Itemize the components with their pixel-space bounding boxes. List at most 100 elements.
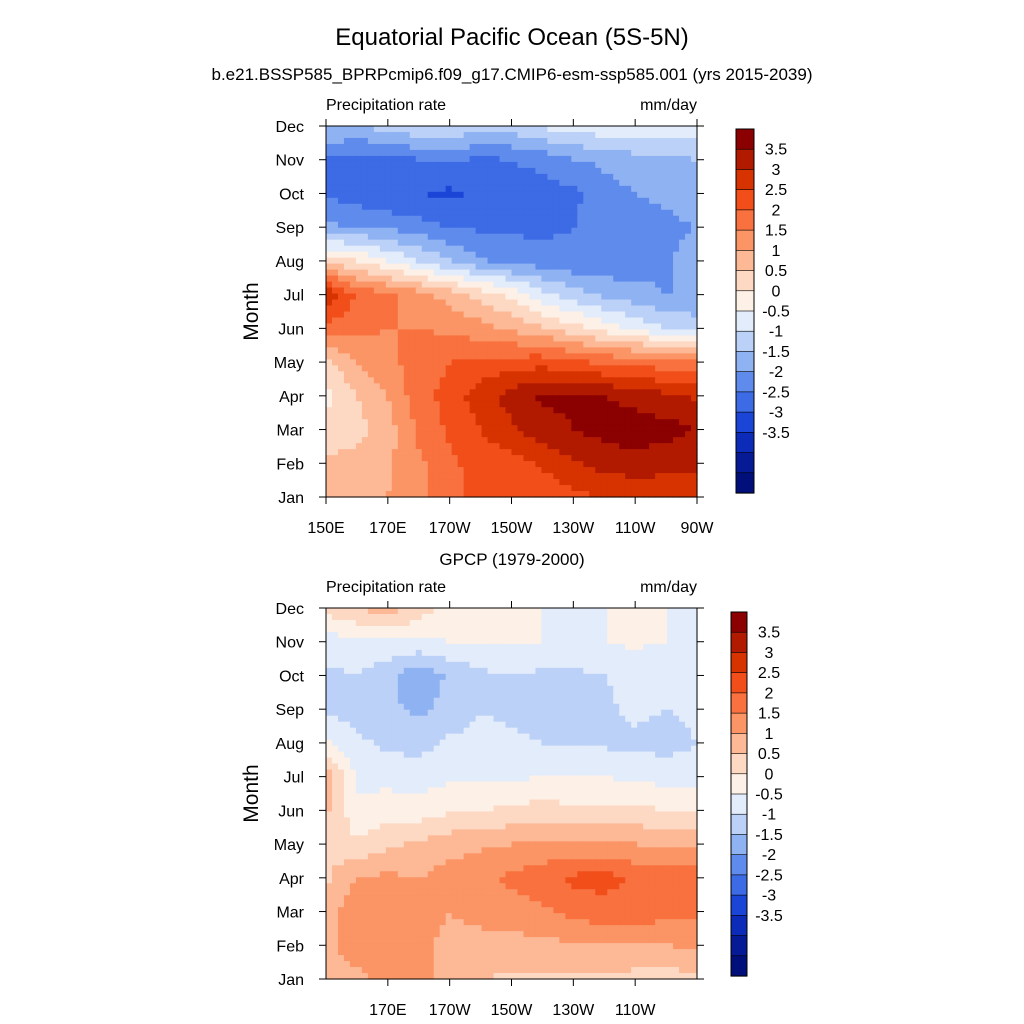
contour-cell bbox=[619, 437, 626, 444]
contour-cell bbox=[326, 161, 333, 169]
contour-cell bbox=[475, 407, 483, 414]
contour-cell bbox=[433, 203, 441, 211]
contour-cell bbox=[559, 323, 566, 331]
contour-cell bbox=[361, 323, 369, 331]
contour-cell bbox=[595, 473, 602, 480]
contour-cell bbox=[511, 467, 519, 474]
contour-cell bbox=[625, 673, 632, 681]
contour-cell bbox=[601, 287, 608, 295]
contour-cell bbox=[511, 257, 519, 265]
contour-cell bbox=[667, 383, 674, 390]
contour-cell bbox=[691, 209, 698, 217]
contour-cell bbox=[469, 443, 477, 450]
contour-cell bbox=[547, 311, 554, 319]
contour-cell bbox=[397, 449, 405, 456]
contour-cell bbox=[637, 335, 644, 343]
contour-cell bbox=[613, 703, 620, 711]
contour-cell bbox=[349, 449, 357, 456]
contour-cell bbox=[517, 419, 525, 426]
contour-cell bbox=[691, 631, 698, 639]
contour-cell bbox=[349, 461, 357, 468]
contour-cell bbox=[349, 245, 357, 253]
contour-cell bbox=[535, 703, 543, 711]
contour-cell bbox=[547, 401, 554, 408]
contour-cell bbox=[649, 455, 656, 462]
contour-cell bbox=[433, 443, 441, 450]
colorbar-swatch bbox=[735, 391, 755, 413]
contour-cell bbox=[337, 281, 345, 289]
contour-cell bbox=[457, 697, 465, 705]
contour-cell bbox=[517, 443, 525, 450]
contour-cell bbox=[403, 443, 411, 450]
contour-cell bbox=[469, 431, 477, 438]
contour-cell bbox=[493, 143, 501, 151]
contour-cell bbox=[343, 251, 351, 259]
contour-cell bbox=[367, 215, 375, 223]
contour-cell bbox=[451, 655, 459, 663]
contour-cell bbox=[523, 691, 531, 699]
contour-cell bbox=[655, 161, 662, 169]
contour-cell bbox=[643, 257, 650, 265]
contour-cell bbox=[493, 126, 501, 133]
contour-cell bbox=[661, 161, 668, 169]
contour-cell bbox=[505, 365, 513, 372]
contour-cell bbox=[601, 311, 608, 319]
contour-cell bbox=[637, 679, 644, 687]
contour-cell bbox=[487, 287, 495, 295]
contour-cell bbox=[481, 407, 489, 414]
contour-cell bbox=[529, 395, 537, 402]
contour-cell bbox=[613, 371, 620, 378]
contour-cell bbox=[529, 473, 537, 480]
contour-cell bbox=[655, 197, 662, 205]
contour-cell bbox=[673, 347, 680, 354]
contour-cell bbox=[649, 143, 656, 151]
contour-cell bbox=[661, 655, 668, 663]
contour-cell bbox=[547, 661, 554, 669]
contour-cell bbox=[655, 215, 662, 223]
contour-cell bbox=[673, 491, 680, 498]
contour-cell bbox=[505, 233, 513, 241]
contour-cell bbox=[691, 221, 698, 229]
contour-cell bbox=[433, 619, 441, 627]
contour-cell bbox=[511, 491, 519, 498]
contour-cell bbox=[439, 407, 447, 414]
contour-cell bbox=[505, 287, 513, 295]
contour-cell bbox=[577, 329, 584, 337]
contour-cell bbox=[499, 377, 507, 384]
contour-cell bbox=[385, 179, 393, 187]
contour-cell bbox=[607, 479, 614, 486]
contour-cell bbox=[331, 613, 339, 621]
contour-cell bbox=[613, 655, 620, 663]
contour-cell bbox=[691, 281, 698, 289]
contour-cell bbox=[649, 491, 656, 498]
contour-cell bbox=[326, 389, 333, 396]
contour-cell bbox=[349, 173, 357, 181]
contour-cell bbox=[421, 673, 429, 681]
contour-cell bbox=[433, 215, 441, 223]
contour-cell bbox=[469, 137, 477, 145]
contour-cell bbox=[559, 239, 566, 247]
contour-cell bbox=[607, 437, 614, 444]
contour-cell bbox=[655, 685, 662, 693]
contour-cell bbox=[403, 365, 411, 372]
contour-cell bbox=[445, 275, 453, 283]
contour-cell bbox=[691, 413, 698, 420]
contour-cell bbox=[529, 679, 537, 687]
contour-cell bbox=[481, 413, 489, 420]
contour-cell bbox=[595, 673, 602, 681]
contour-cell bbox=[517, 455, 525, 462]
contour-cell bbox=[427, 155, 435, 163]
contour-cell bbox=[421, 221, 429, 229]
contour-cell bbox=[511, 191, 519, 199]
contour-cell bbox=[349, 395, 357, 402]
contour-cell bbox=[505, 619, 513, 627]
contour-cell bbox=[409, 413, 417, 420]
contour-cell bbox=[553, 485, 560, 492]
contour-cell bbox=[355, 685, 363, 693]
contour-cell bbox=[409, 126, 417, 133]
contour-cell bbox=[613, 449, 620, 456]
contour-cell bbox=[445, 347, 453, 354]
contour-cell bbox=[427, 371, 435, 378]
contour-cell bbox=[535, 257, 543, 265]
contour-cell bbox=[397, 401, 405, 408]
